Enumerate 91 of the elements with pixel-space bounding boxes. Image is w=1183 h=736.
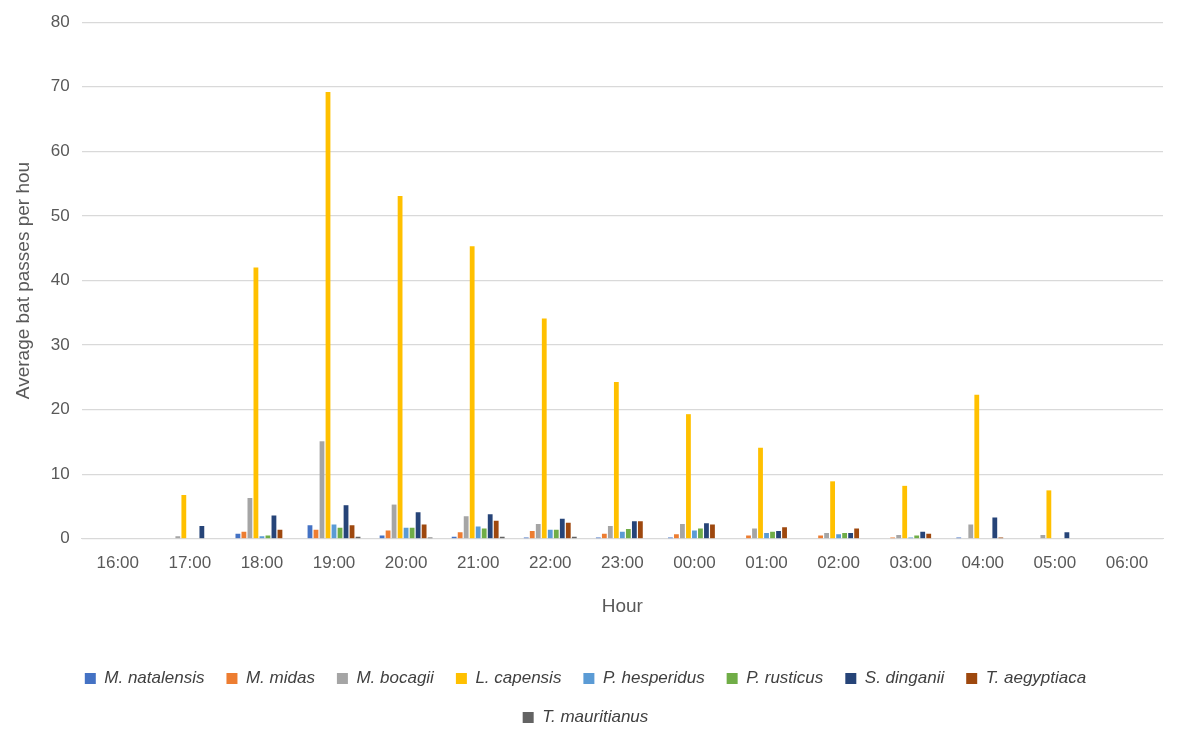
legend-label: T. aegyptiaca: [985, 668, 1087, 688]
legend-label: T. mauritianus: [542, 707, 649, 727]
y-tick-label: 40: [50, 270, 70, 290]
bar: [613, 381, 619, 539]
x-tick-label: 19:00: [312, 552, 356, 572]
bar: [469, 246, 475, 539]
bar: [704, 523, 709, 539]
bar: [842, 532, 848, 539]
bar: [698, 528, 703, 539]
y-tick-label: 30: [50, 334, 70, 354]
bar: [920, 531, 926, 539]
bar: [409, 527, 415, 539]
bar: [752, 528, 757, 539]
x-tick-label: 20:00: [384, 552, 428, 572]
x-tick-label: 06:00: [1105, 552, 1149, 572]
y-tick-label: 0: [60, 528, 70, 548]
bar: [535, 523, 541, 539]
legend-label: M. bocagii: [356, 668, 436, 688]
bar: [848, 532, 854, 539]
bar: [457, 532, 463, 539]
bar: [896, 534, 902, 539]
x-tick-label: 03:00: [889, 552, 932, 572]
bar: [824, 532, 829, 539]
legend-label: M. midas: [245, 668, 316, 688]
bar: [1046, 490, 1052, 539]
x-axis-title: Hour: [601, 594, 644, 616]
bar: [607, 525, 613, 539]
bar: [902, 485, 908, 539]
x-tick-label: 00:00: [673, 552, 716, 572]
bar: [619, 531, 625, 539]
bar: [770, 531, 775, 539]
bar: [631, 521, 637, 539]
bar: [710, 524, 715, 539]
bar: [854, 528, 860, 539]
bar: [181, 494, 187, 539]
bar: [758, 447, 763, 539]
bar: [235, 533, 241, 539]
y-tick-label: 10: [50, 463, 70, 483]
y-axis-title: Average bat passes per hou: [11, 161, 33, 400]
bar: [463, 516, 469, 539]
x-tick-label: 23:00: [601, 552, 644, 572]
bar: [547, 529, 553, 539]
bar: [992, 517, 998, 539]
x-tick-label: 05:00: [1033, 552, 1077, 572]
bar: [686, 414, 691, 539]
bar: [421, 524, 427, 539]
legend-label: M. natalensis: [104, 668, 205, 688]
bar: [529, 531, 535, 539]
x-tick-label: 18:00: [240, 552, 284, 572]
bar: [199, 525, 205, 539]
bar: [674, 534, 679, 539]
bar: [680, 523, 685, 539]
bar: [926, 533, 932, 539]
bar: [782, 527, 787, 539]
y-tick-label: 60: [50, 141, 70, 161]
bar: [1064, 532, 1070, 539]
y-tick-label: 50: [50, 205, 70, 225]
bar: [553, 529, 559, 539]
bar: [565, 522, 571, 539]
legend-label: P. rusticus: [746, 668, 824, 688]
x-tick-label: 21:00: [456, 552, 500, 572]
bar: [625, 529, 631, 539]
bar: [836, 534, 842, 539]
legend-label: L. capensis: [475, 668, 562, 688]
bar: [559, 518, 565, 539]
bar: [601, 533, 607, 539]
x-tick-label: 22:00: [529, 552, 572, 572]
x-tick-label: 16:00: [96, 552, 140, 572]
bar: [764, 532, 769, 539]
bar: [481, 528, 487, 539]
y-tick-label: 20: [50, 399, 70, 419]
y-tick-label: 80: [50, 11, 70, 31]
bar: [1040, 534, 1046, 539]
y-tick-label: 70: [50, 76, 70, 96]
bar: [968, 524, 974, 539]
bar: [487, 514, 493, 539]
x-tick-label: 02:00: [817, 552, 860, 572]
bar: [637, 521, 643, 539]
x-tick-label: 04:00: [961, 552, 1005, 572]
bar: [475, 526, 481, 539]
legend-label: P. hesperidus: [602, 668, 706, 688]
bar: [692, 530, 697, 539]
bar: [974, 394, 980, 539]
bar: [541, 318, 547, 539]
x-tick-label: 17:00: [168, 552, 212, 572]
bar: [415, 512, 421, 539]
bar: [493, 520, 499, 539]
legend-label: S. dinganii: [864, 668, 946, 688]
x-tick-label: 01:00: [745, 552, 788, 572]
bar: [830, 481, 836, 539]
bar: [776, 531, 781, 539]
